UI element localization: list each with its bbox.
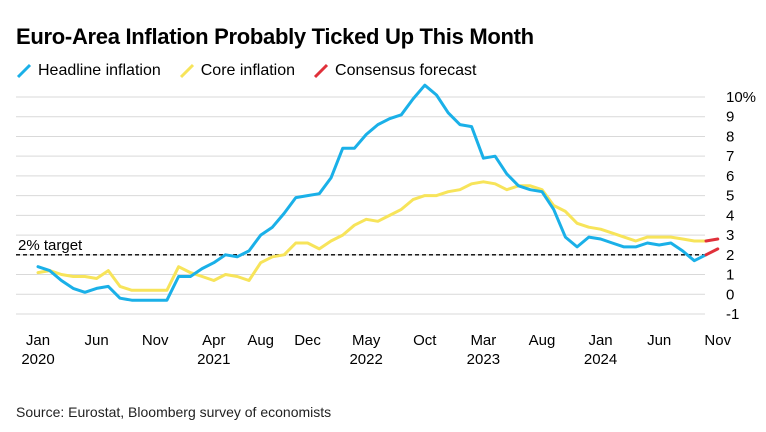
y-tick-label: 2 <box>726 247 734 264</box>
y-tick-label: 8 <box>726 128 734 145</box>
x-tick-label: Jun <box>85 332 109 349</box>
y-tick-label: 6 <box>726 168 734 185</box>
x-tick-year-label: 2020 <box>21 351 54 368</box>
source-note: Source: Eurostat, Bloomberg survey of ec… <box>16 404 332 420</box>
y-tick-label: 0 <box>726 286 734 303</box>
legend-swatch-headline <box>16 63 32 79</box>
legend-label-headline: Headline inflation <box>38 62 161 79</box>
legend: Headline inflation Core inflation Consen… <box>16 62 476 80</box>
x-tick-label: Mar <box>470 332 496 349</box>
y-tick-label: -1 <box>726 306 739 323</box>
x-tick-label: Jun <box>647 332 671 349</box>
x-tick-label: Nov <box>704 332 731 349</box>
y-tick-label: 9 <box>726 109 734 126</box>
legend-item-headline: Headline inflation <box>16 62 161 80</box>
x-tick-year-label: 2024 <box>584 351 617 368</box>
x-tick-year-label: 2022 <box>349 351 382 368</box>
y-tick-label: 3 <box>726 227 734 244</box>
legend-swatch-consensus <box>313 63 329 79</box>
legend-label-core: Core inflation <box>200 62 296 79</box>
y-tick-label: 1 <box>726 267 734 284</box>
x-tick-label: Nov <box>142 332 169 349</box>
y-tick-label: 5 <box>726 188 734 205</box>
x-tick-label: Dec <box>294 332 321 349</box>
x-tick-year-label: 2021 <box>197 351 230 368</box>
target-label: 2% target <box>18 237 83 254</box>
x-tick-label: May <box>352 332 381 349</box>
x-tick-year-label: 2023 <box>467 351 500 368</box>
consensus-forecast-line <box>704 247 720 257</box>
x-tick-label: Oct <box>413 332 437 349</box>
consensus-forecast-line <box>704 237 720 243</box>
x-tick-label: Jan <box>26 332 50 349</box>
y-tick-label: 10% <box>726 89 756 106</box>
legend-swatch-core <box>179 63 195 79</box>
x-tick-label: Jan <box>588 332 612 349</box>
headline-inflation-line <box>36 83 708 302</box>
core-inflation-line <box>36 180 708 292</box>
y-tick-label: 7 <box>726 148 734 165</box>
legend-label-consensus: Consensus forecast <box>335 62 477 79</box>
chart-title: Euro-Area Inflation Probably Ticked Up T… <box>16 24 534 49</box>
y-tick-label: 4 <box>726 207 734 224</box>
legend-item-consensus: Consensus forecast <box>313 62 476 80</box>
x-tick-label: Apr <box>202 332 225 349</box>
legend-item-core: Core inflation <box>179 62 295 80</box>
x-tick-label: Aug <box>247 332 274 349</box>
x-tick-label: Aug <box>529 332 556 349</box>
